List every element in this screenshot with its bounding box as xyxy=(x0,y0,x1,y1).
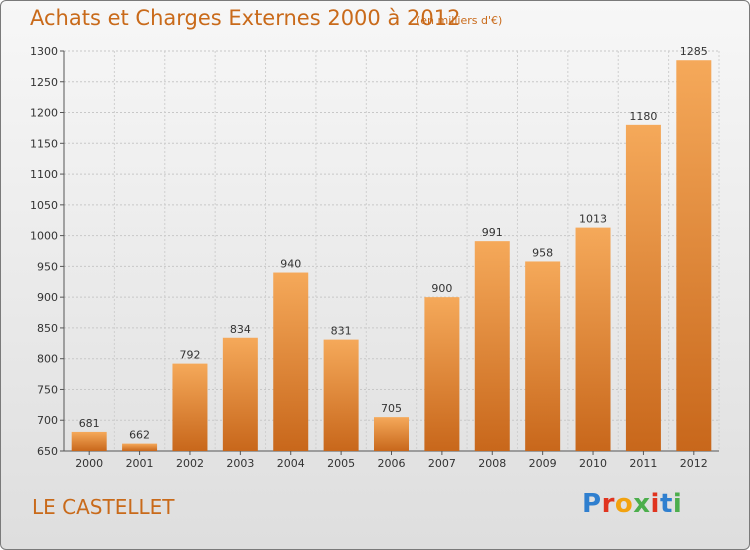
data-label-2012: 1285 xyxy=(680,45,708,58)
bar-2012 xyxy=(676,60,712,451)
y-tick-label: 750 xyxy=(37,383,58,396)
data-label-2006: 705 xyxy=(381,402,402,415)
data-label-2010: 1013 xyxy=(579,213,607,226)
y-tick-label: 1200 xyxy=(30,107,58,120)
chart-subtitle: (en milliers d'€) xyxy=(416,14,503,27)
bar-2003 xyxy=(222,337,258,451)
data-label-2003: 834 xyxy=(230,323,251,336)
x-tick-label: 2000 xyxy=(75,457,103,470)
data-label-2000: 681 xyxy=(79,417,100,430)
data-labels: 681 662 792 834 940 831 705 900 991 958 1013 1180 12… xyxy=(79,45,708,441)
grid-lines xyxy=(63,50,720,452)
x-tick-label: 2001 xyxy=(126,457,154,470)
axes: 650 700 750 800 850 900 950 1000 1050 1100 1150 120… xyxy=(30,45,719,470)
x-tick-label: 2008 xyxy=(478,457,506,470)
x-tick-label: 2012 xyxy=(680,457,708,470)
bar-2002 xyxy=(172,363,208,451)
x-tick-label: 2003 xyxy=(226,457,254,470)
proxiti-logo: Proxiti xyxy=(582,489,683,519)
data-label-2002: 792 xyxy=(179,349,200,362)
data-label-2007: 900 xyxy=(431,282,452,295)
data-label-2009: 958 xyxy=(532,246,553,259)
y-tick-label: 1150 xyxy=(30,137,58,150)
bar-2007 xyxy=(424,297,460,451)
y-tick-label: 900 xyxy=(37,291,58,304)
bar-2010 xyxy=(575,227,611,451)
y-tick-label: 950 xyxy=(37,260,58,273)
chart-title: Achats et Charges Externes 2000 à 2012 xyxy=(30,6,461,30)
x-tick-label: 2004 xyxy=(277,457,305,470)
x-tick-label: 2009 xyxy=(529,457,557,470)
y-tick-label: 800 xyxy=(37,353,58,366)
x-tick-label: 2002 xyxy=(176,457,204,470)
data-label-2008: 991 xyxy=(482,226,503,239)
y-tick-label: 850 xyxy=(37,322,58,335)
y-tick-label: 1100 xyxy=(30,168,58,181)
x-tick-label: 2005 xyxy=(327,457,355,470)
bar-2009 xyxy=(525,261,561,451)
data-label-2011: 1180 xyxy=(629,110,657,123)
data-label-2004: 940 xyxy=(280,258,301,271)
bar-2000 xyxy=(71,431,107,451)
data-label-2005: 831 xyxy=(331,325,352,338)
y-tick-label: 700 xyxy=(37,414,58,427)
x-tick-label: 2011 xyxy=(629,457,657,470)
commune-name: LE CASTELLET xyxy=(32,495,175,519)
bar-2004 xyxy=(273,272,309,451)
data-label-2001: 662 xyxy=(129,429,150,442)
bar-2006 xyxy=(374,417,409,451)
y-tick-label: 1300 xyxy=(30,45,58,58)
bar-2005 xyxy=(323,339,359,451)
bar-2008 xyxy=(474,241,510,451)
y-tick-label: 1000 xyxy=(30,230,58,243)
y-tick-label: 650 xyxy=(37,445,58,458)
y-tick-label: 1250 xyxy=(30,76,58,89)
x-tick-label: 2007 xyxy=(428,457,456,470)
bar-2011 xyxy=(625,124,661,451)
y-tick-label: 1050 xyxy=(30,199,58,212)
x-tick-label: 2010 xyxy=(579,457,607,470)
x-tick-label: 2006 xyxy=(378,457,406,470)
bar-2001 xyxy=(122,443,158,451)
bars xyxy=(71,60,712,451)
